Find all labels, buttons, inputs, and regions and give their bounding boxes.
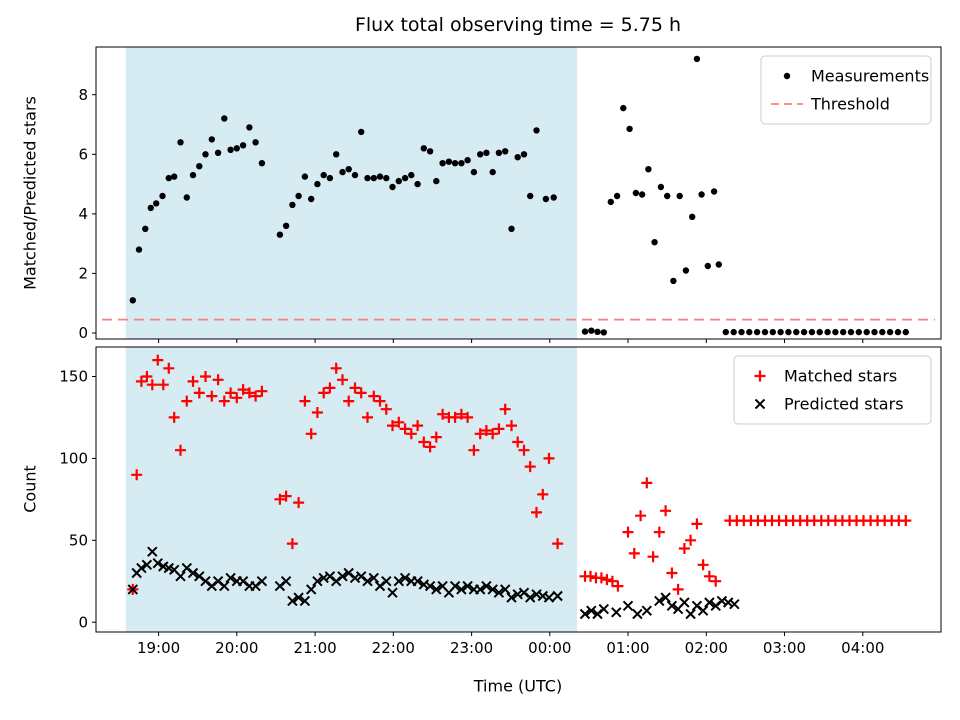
axes-frame — [95, 46, 942, 340]
x-tick-label: 03:00 — [763, 639, 806, 657]
legend: Measurements Threshold — [760, 55, 932, 125]
y-tick-label: 0 — [78, 613, 88, 631]
y-tick-label: 8 — [78, 86, 88, 104]
series-measurements — [129, 55, 909, 336]
axes-frame — [95, 346, 942, 633]
series-matched-stars — [127, 354, 912, 595]
top-y-axis-label: Matched/Predicted stars — [20, 96, 40, 290]
flux-ratio-plot: 0 2 4 6 8 Measurements Threshold — [78, 46, 942, 343]
series-predicted-stars — [127, 546, 740, 620]
y-tick-label: 4 — [78, 205, 88, 223]
observing-window-shade — [125, 347, 578, 632]
legend-label: Threshold — [810, 95, 890, 114]
y-tick-label: 100 — [59, 450, 88, 468]
x-tick-label: 00:00 — [528, 639, 571, 657]
x-tick-label: 19:00 — [137, 639, 180, 657]
chart-title: Flux total observing time = 5.75 h — [354, 14, 682, 36]
y-tick-label: 50 — [69, 531, 88, 549]
y-tick-label: 150 — [59, 368, 88, 386]
x-tick-label: 01:00 — [606, 639, 649, 657]
x-tick-label: 04:00 — [841, 639, 884, 657]
legend-box — [733, 355, 932, 425]
x-tick-label: 23:00 — [450, 639, 493, 657]
x-tick-label: 20:00 — [215, 639, 258, 657]
y-tick-label: 6 — [78, 145, 88, 163]
observing-window-shade — [125, 47, 578, 339]
legend-label: Measurements — [811, 67, 929, 86]
bottom-y-axis-label: Count — [20, 465, 40, 513]
legend-label: Predicted stars — [784, 395, 904, 414]
legend-label: Matched stars — [784, 367, 897, 386]
x-axis-label: Time (UTC) — [473, 676, 563, 696]
legend-box — [760, 55, 932, 125]
count-plot: 19:00 20:00 21:00 22:00 23:00 00:00 01:00 02:00… — [59, 346, 942, 657]
legend: Matched stars Predicted stars — [733, 355, 932, 425]
y-tick-label: 0 — [78, 324, 88, 342]
x-tick-label: 22:00 — [372, 639, 415, 657]
y-tick-label: 2 — [78, 265, 88, 283]
x-tick-label: 21:00 — [293, 639, 336, 657]
x-tick-label: 02:00 — [685, 639, 728, 657]
